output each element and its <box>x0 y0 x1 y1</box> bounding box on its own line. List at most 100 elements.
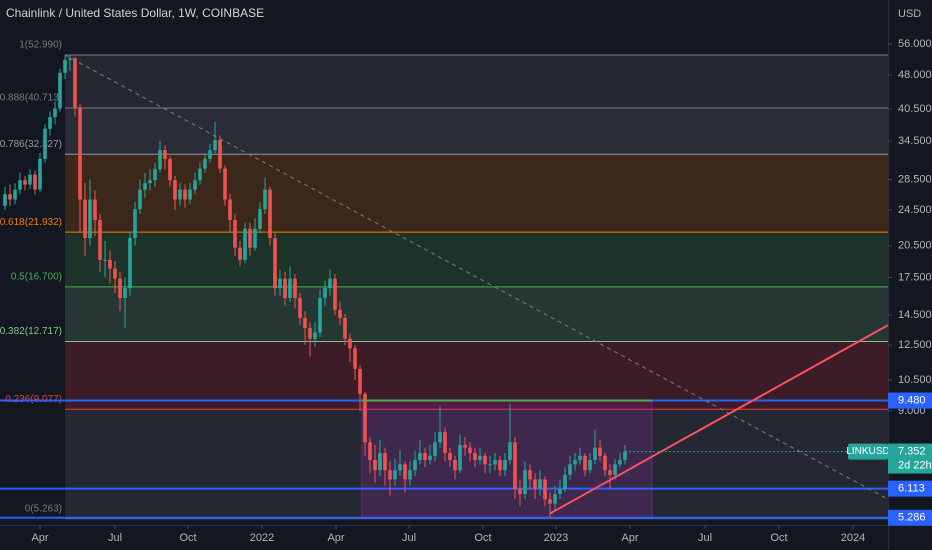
last-price-label: 7.352 <box>898 445 926 457</box>
candle-body <box>333 278 337 310</box>
fib-label: 0.5(16.700) <box>11 271 62 282</box>
candle-body <box>423 452 427 460</box>
fib-zone <box>65 341 888 410</box>
candle-body <box>588 459 592 471</box>
candle-body <box>408 470 412 480</box>
candle-body <box>593 447 597 460</box>
y-tick-label: 56.000 <box>898 38 932 50</box>
candle-body <box>578 455 582 460</box>
fib-label: 0(5.263) <box>25 503 62 514</box>
candle-body <box>548 499 552 504</box>
fib-label: 1(52.990) <box>19 40 62 51</box>
fib-zone <box>65 55 888 108</box>
y-tick-label: 20.500 <box>898 240 932 252</box>
candle-body <box>8 194 12 200</box>
candle-body <box>143 183 147 190</box>
fib-label: 0.618(21.932) <box>0 217 62 228</box>
candle-body <box>438 432 442 443</box>
candle-body <box>68 58 72 60</box>
candle-body <box>488 464 492 466</box>
price-tag <box>888 392 932 409</box>
x-tick-label: Oct <box>770 532 787 544</box>
candle-body <box>83 199 87 239</box>
candle-body <box>23 180 27 185</box>
trend-line <box>549 324 889 515</box>
x-tick-label: Oct <box>474 532 491 544</box>
candle-body <box>573 459 577 465</box>
candle-body <box>448 452 452 460</box>
fib-label: 0.786(32.327) <box>0 139 62 150</box>
candle-body <box>73 58 77 109</box>
candle-body <box>483 455 487 465</box>
candle-body <box>353 348 357 369</box>
x-tick-label: 2024 <box>841 532 865 544</box>
candle-body <box>63 59 67 73</box>
fib-label: 0.888(40.713) <box>0 93 62 104</box>
candle-body <box>428 455 432 460</box>
y-tick-label: 40.500 <box>898 103 932 115</box>
x-tick-label: Oct <box>179 532 196 544</box>
candle-body <box>343 318 347 339</box>
candle-body <box>318 297 322 333</box>
candle-body <box>348 338 352 349</box>
candle-body <box>623 451 627 460</box>
candle-body <box>253 228 257 248</box>
candle-body <box>198 168 202 181</box>
candle-body <box>288 278 292 298</box>
candle-body <box>618 459 622 465</box>
candle-body <box>388 470 392 480</box>
candle-body <box>368 442 372 460</box>
x-tick-label: Apr <box>327 532 344 544</box>
candle-body <box>48 117 52 129</box>
x-tick-label: Jul <box>402 532 416 544</box>
candle-body <box>473 452 477 460</box>
price-tag <box>888 480 932 497</box>
price-tag-label: 5.286 <box>898 512 926 524</box>
candle-body <box>168 158 172 181</box>
candle-body <box>328 278 332 289</box>
candle-body <box>303 318 307 329</box>
candle-body <box>508 442 512 460</box>
candle-body <box>158 150 162 170</box>
candle-body <box>248 228 252 248</box>
candle-body <box>313 332 317 339</box>
candle-body <box>283 278 287 298</box>
candle-body <box>188 189 192 200</box>
candle-body <box>228 199 232 220</box>
x-tick-label: 2022 <box>250 532 274 544</box>
fib-label: 0.382(12.717) <box>0 326 62 337</box>
chart-title: Chainlink / United States Dollar, 1W, CO… <box>6 6 264 20</box>
candle-body <box>173 180 177 200</box>
candle-body <box>118 278 122 298</box>
y-tick-label: 28.500 <box>898 173 932 185</box>
x-tick-label: 2023 <box>544 532 568 544</box>
countdown: 2d 22h <box>898 459 932 471</box>
candle-body <box>38 158 42 190</box>
fib-zone <box>65 286 888 342</box>
candle-body <box>363 393 367 443</box>
candle-body <box>458 444 462 471</box>
candle-body <box>603 455 607 471</box>
x-tick-label: Apr <box>621 532 638 544</box>
candle-body <box>153 169 157 181</box>
symbol-label: LINKUSD <box>846 446 889 457</box>
candle-body <box>453 459 457 471</box>
rectangle-drawing <box>361 400 653 520</box>
candle-body <box>443 432 447 453</box>
candle-body <box>463 444 467 448</box>
candle-body <box>418 452 422 460</box>
candle-body <box>203 158 207 169</box>
candle-body <box>28 174 32 185</box>
candle-body <box>598 447 602 456</box>
candle-body <box>213 140 217 151</box>
fib-label: 0.236(9.077) <box>5 394 62 405</box>
trend-line <box>64 54 889 500</box>
x-tick-label: Apr <box>31 532 48 544</box>
candle-body <box>553 494 557 504</box>
candle-body <box>498 459 502 471</box>
candle-body <box>223 168 227 200</box>
candle-body <box>263 189 267 210</box>
price-tag-label: 6.113 <box>898 483 925 495</box>
candle-body <box>383 452 387 471</box>
